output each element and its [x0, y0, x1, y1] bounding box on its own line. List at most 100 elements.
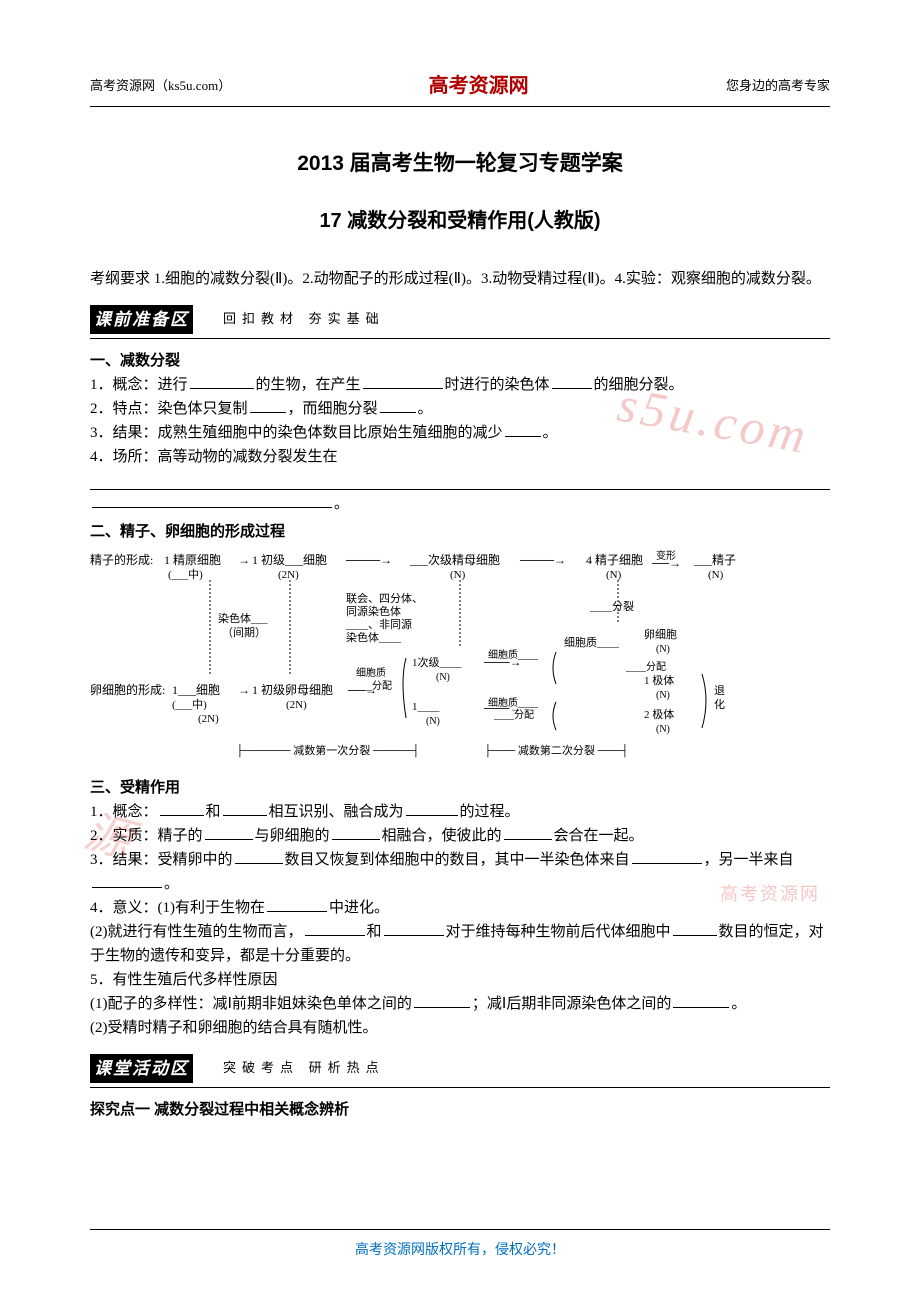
svg-text:1____: 1____: [412, 701, 440, 713]
section-activity-row: 课堂活动区 突破考点 研析热点: [90, 1054, 830, 1083]
fill-blank[interactable]: [414, 993, 470, 1008]
divider: [90, 338, 830, 339]
fill-blank[interactable]: [504, 825, 552, 840]
svg-text:染色体___: 染色体___: [218, 611, 268, 625]
svg-text:(N): (N): [606, 569, 622, 581]
svg-text:├────── 减数第一次分裂 ─────┤: ├────── 减数第一次分裂 ─────┤: [236, 743, 420, 758]
fill-blank[interactable]: [505, 422, 541, 437]
part1-head: 一、减数分裂: [90, 349, 830, 373]
svg-text:(2N): (2N): [286, 699, 307, 711]
sub-title: 17 减数分裂和受精作用(人教版): [90, 205, 830, 237]
section-preparation-row: 课前准备区 回扣教材 夯实基础: [90, 305, 830, 334]
part3-l7: (1)配子的多样性：减Ⅰ前期非姐妹染色单体之间的 ；减Ⅰ后期非同源染色体之间的 。: [90, 992, 830, 1016]
svg-text:2 极体: 2 极体: [644, 707, 674, 721]
section-tag-preparation: 课前准备区: [90, 305, 193, 334]
svg-text:(N): (N): [656, 644, 670, 655]
text: 。: [731, 996, 746, 1012]
text: 与卵细胞的: [255, 828, 330, 844]
section-hint-preparation: 回扣教材 夯实基础: [223, 309, 385, 330]
svg-text:____、非同源: ____、非同源: [345, 617, 412, 631]
svg-text:(N): (N): [426, 716, 440, 727]
svg-text:→: →: [238, 553, 250, 567]
fill-blank[interactable]: [673, 921, 717, 936]
svg-text:────→: ────→: [519, 553, 566, 567]
svg-text:(___中): (___中): [168, 568, 203, 581]
page-footer: 高考资源网版权所有，侵权必究！: [90, 1229, 830, 1262]
svg-text:（间期）: （间期）: [222, 626, 266, 639]
text: 4．意义：(1)有利于生物在: [90, 900, 265, 916]
svg-text:1 初级___细胞: 1 初级___细胞: [252, 553, 327, 567]
fill-blank[interactable]: [223, 801, 267, 816]
svg-text:├─── 减数第二次分裂 ───┤: ├─── 减数第二次分裂 ───┤: [484, 743, 629, 758]
fill-blank[interactable]: [267, 897, 327, 912]
fill-blank[interactable]: [205, 825, 253, 840]
text: 会合在一起。: [554, 828, 644, 844]
svg-text:细胞质: 细胞质: [356, 666, 386, 679]
fill-blank[interactable]: [235, 849, 283, 864]
text: 和: [206, 804, 221, 820]
part2-head: 二、精子、卵细胞的形成过程: [90, 520, 830, 544]
text: 。: [164, 876, 179, 892]
svg-text:4 精子细胞: 4 精子细胞: [586, 553, 643, 567]
svg-text:───→: ───→: [483, 701, 522, 715]
text: 2．特点：染色体只复制: [90, 401, 248, 417]
svg-text:1 初级卵母细胞: 1 初级卵母细胞: [252, 683, 333, 697]
part1-line1: 1．概念：进行的生物，在产生时进行的染色体的细胞分裂。: [90, 373, 830, 397]
fill-blank[interactable]: [380, 398, 416, 413]
svg-text:(2N): (2N): [198, 713, 219, 725]
svg-text:染色体____: 染色体____: [346, 630, 401, 644]
fill-blank[interactable]: [673, 993, 729, 1008]
part1-line2: 2．特点：染色体只复制 ，而细胞分裂 。: [90, 397, 830, 421]
text: 1．概念：进行: [90, 377, 188, 393]
text: ，另一半来自: [704, 852, 794, 868]
fill-blank[interactable]: [92, 493, 332, 508]
svg-text:卵细胞: 卵细胞: [644, 628, 677, 641]
svg-text:卵细胞的形成:: 卵细胞的形成:: [90, 682, 165, 697]
fill-blank[interactable]: [632, 849, 702, 864]
part3-l4: 4．意义：(1)有利于生物在中进化。: [90, 896, 830, 920]
part3-l5: (2)就进行有性生殖的生物而言，和对于维持每种生物前后代体细胞中数目的恒定，对于…: [90, 920, 830, 968]
svg-text:──→: ──→: [347, 683, 377, 697]
text: ，而细胞分裂: [288, 401, 378, 417]
svg-text:(N): (N): [656, 724, 670, 735]
svg-text:(N): (N): [708, 569, 724, 581]
fill-blank[interactable]: [332, 825, 380, 840]
fill-blank[interactable]: [552, 374, 592, 389]
part3-l2: 2．实质：精子的与卵细胞的相融合，使彼此的会合在一起。: [90, 824, 830, 848]
explore-1: 探究点一 减数分裂过程中相关概念辨析: [90, 1098, 830, 1122]
svg-text:───→: ───→: [483, 655, 522, 669]
text: 。: [418, 401, 433, 417]
svg-text:(___中): (___中): [172, 698, 207, 711]
text: 和: [367, 924, 382, 940]
fill-blank[interactable]: [250, 398, 286, 413]
svg-text:1 精原细胞: 1 精原细胞: [164, 553, 221, 567]
part3-l8: (2)受精时精子和卵细胞的结合具有随机性。: [90, 1016, 830, 1040]
fill-blank[interactable]: [384, 921, 444, 936]
page-header: 高考资源网（ks5u.com） 高考资源网 您身边的高考专家: [90, 70, 830, 107]
svg-text:→: →: [238, 683, 250, 697]
fill-blank[interactable]: [406, 801, 458, 816]
svg-text:1次级____: 1次级____: [412, 655, 462, 669]
text: (2)就进行有性生殖的生物而言，: [90, 924, 303, 940]
formation-diagram: 精子的形成: 1 精原细胞 (___中) → 1 初级___细胞 (2N) ──…: [90, 550, 830, 766]
part3-head: 三、受精作用: [90, 776, 830, 800]
content-body: 一、减数分裂 1．概念：进行的生物，在产生时进行的染色体的细胞分裂。 2．特点：…: [90, 349, 830, 1122]
fill-blank[interactable]: [190, 374, 254, 389]
svg-text:____分配: ____分配: [625, 661, 666, 673]
divider: [90, 1087, 830, 1088]
fill-blank[interactable]: [92, 873, 162, 888]
svg-text:(2N): (2N): [278, 569, 299, 581]
fill-blank-long[interactable]: [90, 469, 830, 490]
svg-text:1 极体: 1 极体: [644, 673, 674, 687]
text: 相互识别、融合成为: [269, 804, 404, 820]
text: 的细胞分裂。: [594, 377, 684, 393]
fill-blank[interactable]: [363, 374, 443, 389]
text: 数目又恢复到体细胞中的数目，其中一半染色体来自: [285, 852, 630, 868]
svg-text:(N): (N): [656, 690, 670, 701]
text: ；减Ⅰ后期非同源染色体之间的: [472, 996, 671, 1012]
text: 3．结果：成熟生殖细胞中的染色体数目比原始生殖细胞的减少: [90, 425, 503, 441]
header-center: 高考资源网: [429, 70, 529, 102]
text: (1)配子的多样性：减Ⅰ前期非姐妹染色单体之间的: [90, 996, 412, 1012]
fill-blank[interactable]: [305, 921, 365, 936]
fill-blank[interactable]: [160, 801, 204, 816]
